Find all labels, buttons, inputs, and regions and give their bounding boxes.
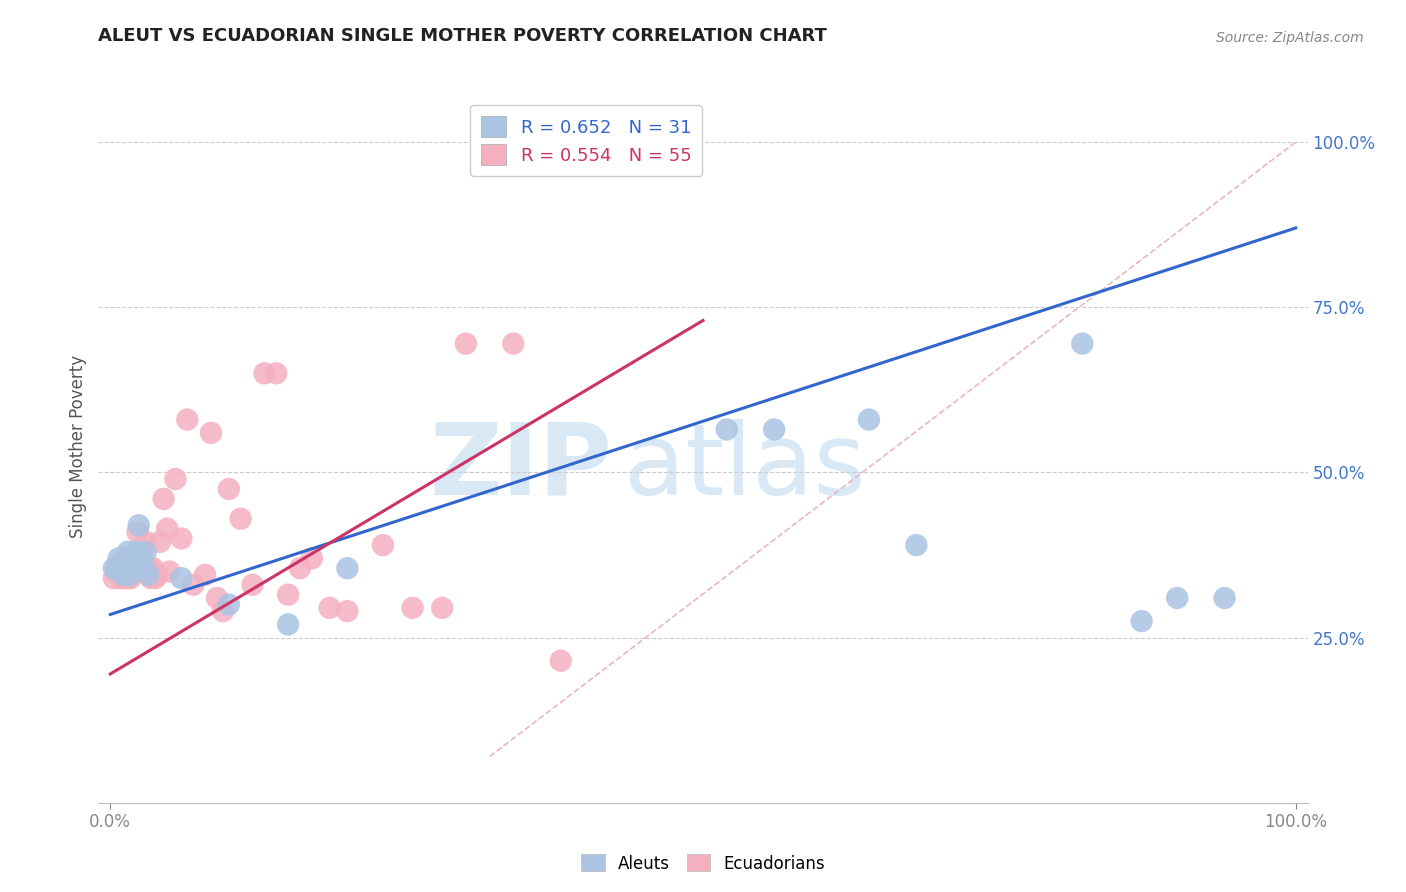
- Point: [432, 600, 454, 615]
- Point: [1130, 614, 1153, 628]
- Point: [176, 412, 198, 426]
- Legend: R = 0.652   N = 31, R = 0.554   N = 55: R = 0.652 N = 31, R = 0.554 N = 55: [470, 105, 703, 176]
- Point: [763, 422, 786, 436]
- Point: [118, 561, 141, 575]
- Point: [288, 561, 311, 575]
- Point: [128, 518, 150, 533]
- Point: [229, 511, 252, 525]
- Point: [716, 422, 738, 436]
- Legend: Aleuts, Ecuadorians: Aleuts, Ecuadorians: [575, 847, 831, 880]
- Point: [264, 367, 287, 381]
- Point: [146, 567, 169, 582]
- Point: [200, 425, 222, 440]
- Point: [277, 588, 299, 602]
- Point: [108, 561, 131, 575]
- Point: [170, 571, 193, 585]
- Point: [132, 561, 155, 575]
- Text: Source: ZipAtlas.com: Source: ZipAtlas.com: [1216, 30, 1364, 45]
- Point: [318, 600, 340, 615]
- Point: [253, 367, 276, 381]
- Point: [181, 578, 204, 592]
- Point: [107, 567, 129, 582]
- Point: [114, 551, 136, 566]
- Point: [103, 571, 125, 585]
- Point: [132, 565, 155, 579]
- Point: [114, 558, 136, 572]
- Point: [1166, 591, 1188, 605]
- Point: [218, 482, 240, 496]
- Point: [156, 522, 179, 536]
- Point: [121, 567, 143, 582]
- Point: [129, 558, 152, 572]
- Point: [125, 545, 148, 559]
- Point: [301, 551, 323, 566]
- Point: [135, 534, 157, 549]
- Point: [336, 561, 359, 575]
- Point: [111, 567, 134, 582]
- Point: [127, 524, 149, 539]
- Point: [159, 565, 181, 579]
- Point: [122, 565, 145, 579]
- Text: ZIP: ZIP: [429, 419, 613, 516]
- Point: [129, 551, 152, 566]
- Point: [170, 532, 193, 546]
- Point: [108, 561, 131, 575]
- Point: [401, 600, 423, 615]
- Point: [194, 567, 217, 582]
- Point: [858, 412, 880, 426]
- Point: [136, 561, 159, 575]
- Point: [905, 538, 928, 552]
- Point: [212, 604, 235, 618]
- Y-axis label: Single Mother Poverty: Single Mother Poverty: [69, 354, 87, 538]
- Point: [114, 565, 136, 579]
- Point: [550, 654, 572, 668]
- Point: [1213, 591, 1236, 605]
- Point: [112, 567, 135, 582]
- Point: [118, 567, 141, 582]
- Point: [242, 578, 264, 592]
- Point: [117, 545, 139, 559]
- Point: [336, 604, 359, 618]
- Point: [371, 538, 394, 552]
- Point: [107, 551, 129, 566]
- Text: atlas: atlas: [624, 419, 866, 516]
- Point: [115, 571, 138, 585]
- Point: [502, 336, 524, 351]
- Point: [139, 571, 162, 585]
- Point: [135, 545, 157, 559]
- Point: [205, 591, 228, 605]
- Text: ALEUT VS ECUADORIAN SINGLE MOTHER POVERTY CORRELATION CHART: ALEUT VS ECUADORIAN SINGLE MOTHER POVERT…: [98, 27, 827, 45]
- Point: [218, 598, 240, 612]
- Point: [114, 558, 136, 572]
- Point: [103, 561, 125, 575]
- Point: [122, 558, 145, 572]
- Point: [105, 561, 128, 575]
- Point: [105, 565, 128, 579]
- Point: [112, 571, 135, 585]
- Point: [110, 571, 132, 585]
- Point: [143, 571, 166, 585]
- Point: [454, 336, 477, 351]
- Point: [105, 558, 128, 572]
- Point: [125, 555, 148, 569]
- Point: [131, 545, 153, 559]
- Point: [165, 472, 187, 486]
- Point: [142, 561, 165, 575]
- Point: [110, 565, 132, 579]
- Point: [277, 617, 299, 632]
- Point: [120, 571, 142, 585]
- Point: [117, 567, 139, 582]
- Point: [149, 534, 172, 549]
- Point: [1071, 336, 1094, 351]
- Point: [121, 555, 143, 569]
- Point: [111, 558, 134, 572]
- Point: [152, 491, 174, 506]
- Point: [136, 567, 159, 582]
